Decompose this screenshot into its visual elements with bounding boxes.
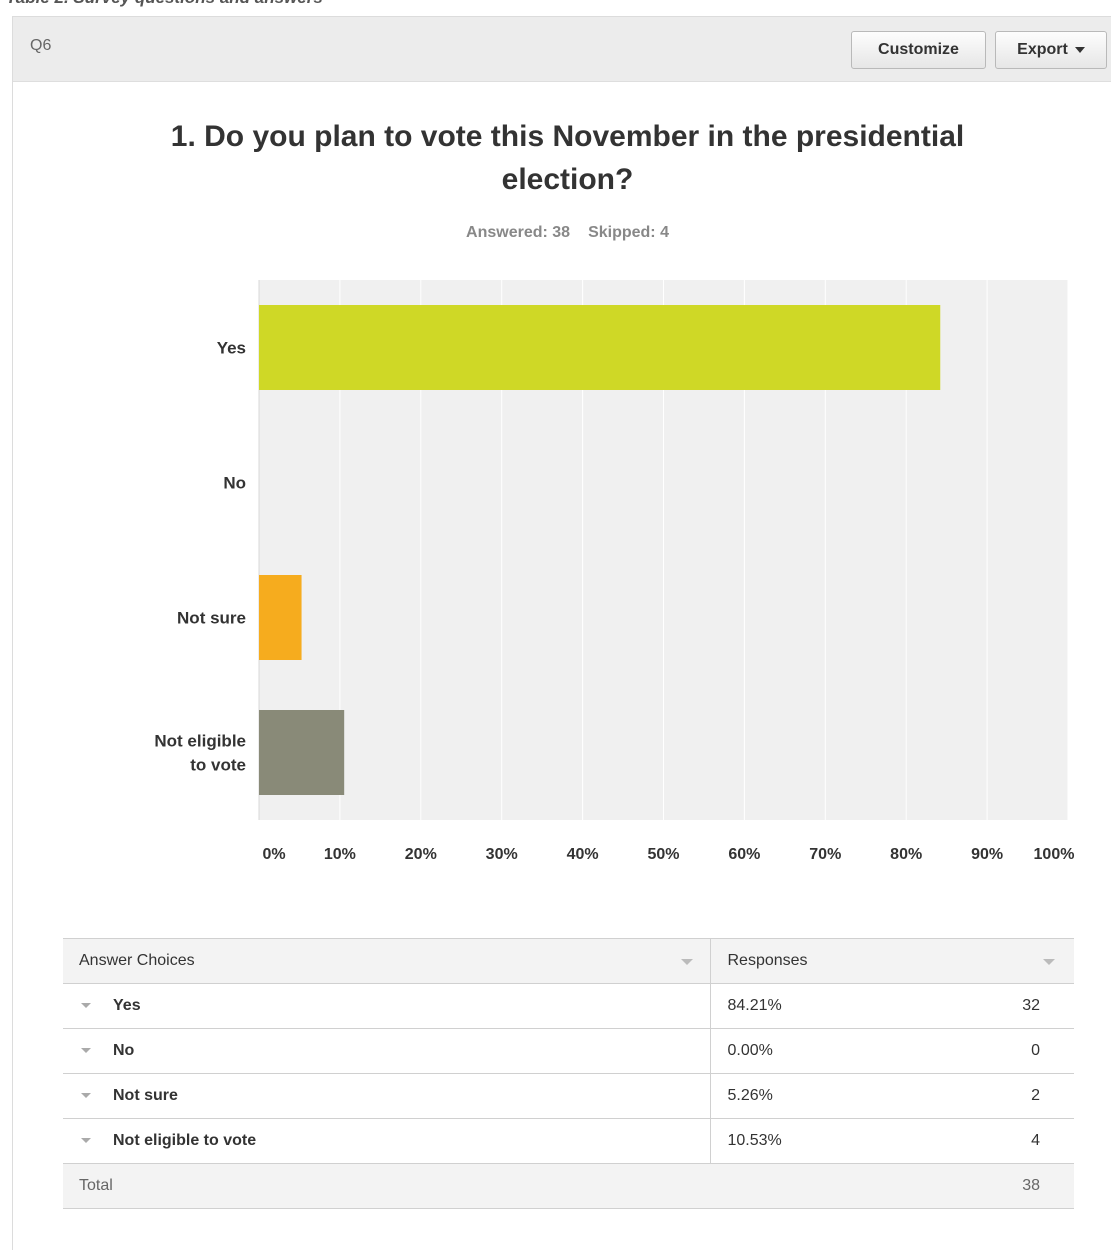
x-tick-label: 100% [1034,846,1075,863]
bar [259,710,345,795]
response-count: 0 [910,1028,1074,1074]
bar [259,305,941,390]
export-button[interactable]: Export [995,31,1107,69]
table-row: No 0.00% 0 [63,1028,1074,1074]
response-percent: 5.26% [710,1073,910,1119]
response-count: 32 [910,983,1074,1029]
customize-button[interactable]: Customize [851,31,986,69]
expand-caret-icon[interactable] [81,1093,91,1099]
response-percent: 10.53% [710,1118,910,1164]
total-count: 38 [910,1163,1074,1209]
question-title: 1. Do you plan to vote this November in … [170,120,965,196]
responses-header-label: Responses [727,952,808,969]
table-row: Yes 84.21% 32 [63,983,1074,1029]
x-tick-label: 70% [809,846,841,863]
x-tick-label: 50% [647,846,679,863]
table-row: Not eligible to vote 10.53% 4 [63,1118,1074,1164]
response-stats: Answered: 38 Skipped: 4 [160,224,975,242]
expand-caret-icon[interactable] [81,1003,91,1009]
category-label: Not sure [177,609,246,628]
total-row: Total 38 [63,1163,1074,1209]
bar [259,575,302,660]
x-tick-label: 10% [324,846,356,863]
responses-table: Answer Choices Responses Yes 84.21% 32 N… [63,938,1074,1209]
table-header-row: Answer Choices Responses [63,938,1074,984]
x-tick-label: 90% [971,846,1003,863]
responses-header[interactable]: Responses [710,938,1074,984]
choice-label: No [113,1042,135,1059]
export-label: Export [1017,41,1068,58]
x-tick-label: 60% [728,846,760,863]
answer-choices-header-label: Answer Choices [79,952,195,969]
response-count: 2 [910,1073,1074,1119]
sort-caret-icon[interactable] [681,959,693,965]
category-label: Yes [217,339,246,358]
response-count: 4 [910,1118,1074,1164]
category-label: to vote [190,756,246,775]
x-tick-label: 40% [567,846,599,863]
x-tick-label: 80% [890,846,922,863]
x-tick-label: 0% [262,846,285,863]
bar-chart: 0% 10% 20% 30% 40% 50% 60% 70% 80% 90% 100% Yes No No… [154,280,1075,863]
choice-label: Not sure [113,1087,178,1104]
x-tick-label: 30% [486,846,518,863]
expand-caret-icon[interactable] [81,1048,91,1054]
x-tick-label: 20% [405,846,437,863]
sort-caret-icon[interactable] [1042,959,1055,965]
skipped-count: Skipped: 4 [588,224,669,241]
category-label: No [223,474,246,493]
total-label: Total [63,1163,710,1209]
answered-count: Answered: 38 [466,224,571,241]
choice-label: Not eligible to vote [113,1132,257,1149]
section-heading: Table 2. Survey questions and answers [6,0,323,8]
response-percent: 84.21% [710,983,910,1029]
choice-label: Yes [113,997,141,1014]
panel-header: Q6 Customize Export [13,17,1111,82]
response-percent: 0.00% [710,1028,910,1074]
table-row: Not sure 5.26% 2 [63,1073,1074,1119]
answer-choices-header[interactable]: Answer Choices [63,938,711,984]
expand-caret-icon[interactable] [81,1138,91,1144]
chevron-down-icon [1074,46,1085,53]
question-number: Q6 [30,37,52,54]
category-label: Not eligible [154,732,246,751]
